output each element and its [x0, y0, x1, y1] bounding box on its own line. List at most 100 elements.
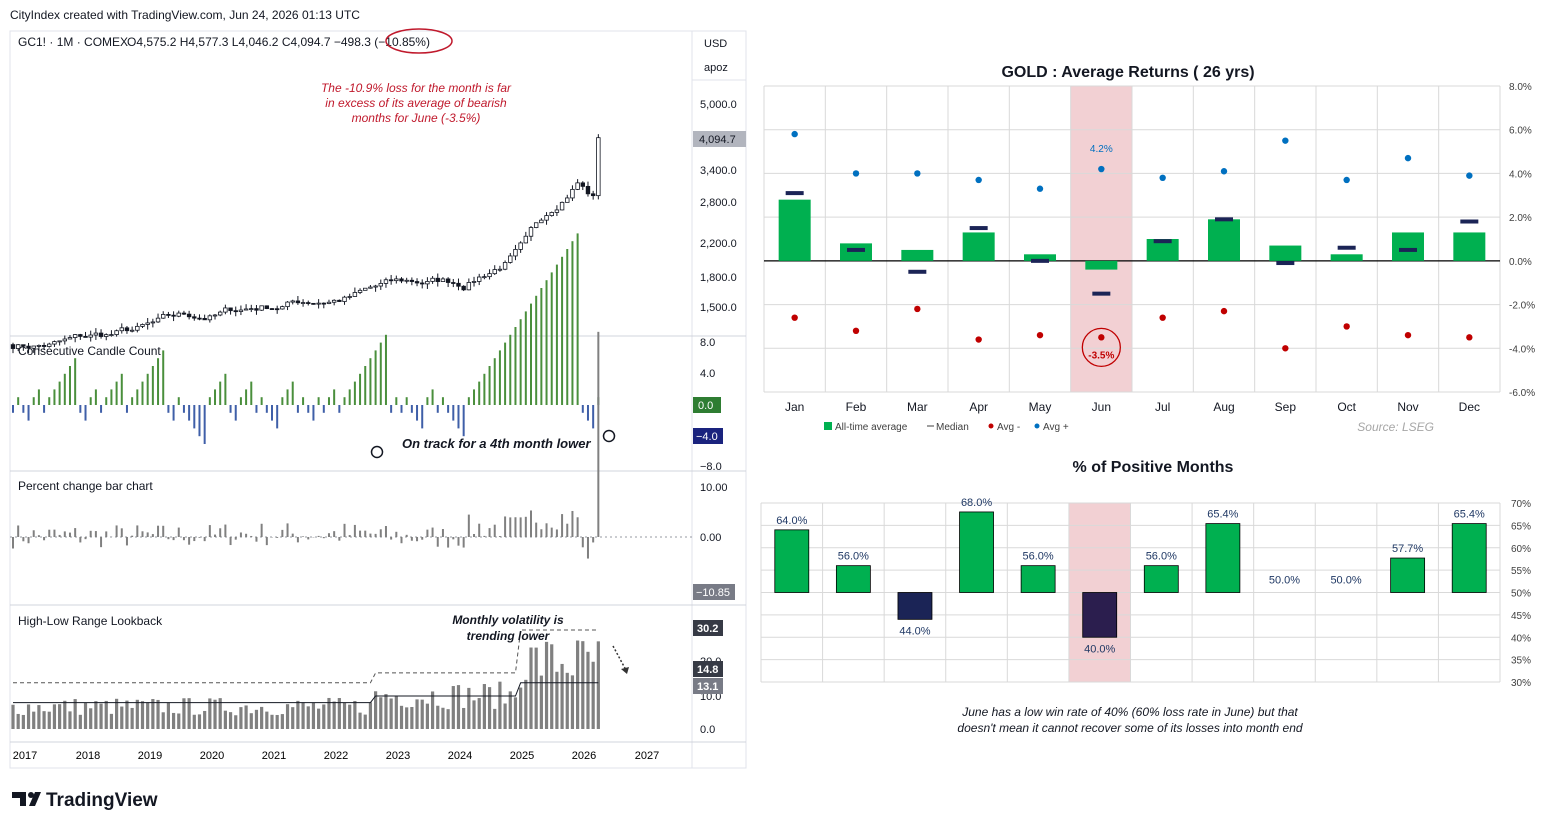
- count-bar: [581, 405, 584, 413]
- range-bar: [270, 714, 274, 729]
- count-bar: [224, 373, 227, 405]
- count-bar: [265, 405, 268, 413]
- pct-bar: [74, 528, 77, 537]
- average-bar: [778, 199, 811, 261]
- tradingview-canvas[interactable]: GC1! · 1M · COMEX O4,575.2 H4,577.3 L4,0…: [0, 0, 760, 829]
- positive-months-bar: [897, 592, 933, 620]
- count-bar: [504, 342, 507, 405]
- candle-body: [135, 325, 140, 331]
- average-bar: [1146, 239, 1179, 261]
- pct-bar: [172, 537, 175, 541]
- symbol-name[interactable]: GC1!: [18, 35, 46, 49]
- time-axis[interactable]: 2017 2018 2019 2020 2021 2022 2023 2024 …: [13, 750, 659, 762]
- median-marker: [1092, 291, 1111, 296]
- count-bar: [125, 405, 128, 413]
- pct-bar: [473, 533, 476, 537]
- candle-body: [368, 286, 373, 289]
- pct-bar: [131, 535, 134, 537]
- candle-body: [404, 279, 409, 282]
- count-bar: [473, 389, 476, 405]
- range-bar: [425, 703, 429, 729]
- price-axis[interactable]: 5,000.0 3,400.0 2,800.0 2,200.0 1,800.0 …: [693, 99, 746, 314]
- y-tick-label: 8.0%: [1509, 82, 1532, 93]
- average-bar: [962, 232, 995, 261]
- range-bar: [529, 647, 533, 729]
- month-label: Feb: [846, 400, 867, 414]
- y-tick-label: 60%: [1511, 544, 1531, 555]
- range-bar: [99, 703, 103, 729]
- avg-pos-dot: [1036, 185, 1044, 192]
- count-bar: [37, 389, 40, 405]
- count-bar: [68, 366, 71, 405]
- pct-bar: [125, 537, 128, 546]
- month-label: May: [1029, 400, 1052, 414]
- candle-body: [482, 276, 487, 279]
- currency-label[interactable]: USD: [704, 38, 727, 50]
- candle-body: [93, 332, 99, 336]
- range-bar: [472, 700, 476, 729]
- pct-bar: [524, 516, 527, 537]
- ohlc-high: H4,577.3: [180, 35, 229, 49]
- range-bar: [83, 703, 88, 729]
- candle-body: [259, 305, 264, 311]
- range-bar: [420, 699, 424, 729]
- count-bar: [281, 397, 284, 405]
- pct-bar: [296, 537, 299, 543]
- candle-body: [212, 314, 218, 317]
- count-axis-label: −8.0: [700, 461, 722, 473]
- range-bar: [156, 699, 160, 729]
- candle-body: [254, 308, 259, 311]
- pct-bar: [416, 537, 419, 542]
- positive-months-chart: % of Positive Months 70% 65% 60% 55% 50% 45% 4…: [760, 459, 1531, 735]
- y-tick-label: -4.0%: [1509, 344, 1535, 355]
- positive-months-bar: [1143, 565, 1179, 593]
- ohlc-change-pct: (−10.85%): [374, 35, 430, 49]
- candle-body: [223, 307, 228, 313]
- candle-body: [430, 277, 435, 282]
- count-bar: [348, 389, 351, 405]
- count-bar: [255, 405, 258, 413]
- candle-body: [217, 311, 223, 316]
- value-label: 68.0%: [961, 497, 992, 509]
- pct-bar: [17, 525, 20, 537]
- range-bar: [519, 687, 523, 729]
- pct-bar: [239, 532, 242, 537]
- range-bar: [596, 641, 600, 729]
- count-bar: [74, 358, 77, 405]
- count-bar: [110, 389, 113, 405]
- range-trend-arrow: [612, 645, 628, 673]
- median-marker: [785, 191, 804, 196]
- range-bar: [120, 706, 124, 729]
- y-tick-label: 2.0%: [1509, 213, 1532, 224]
- candle-body: [559, 201, 565, 211]
- range-bar: [52, 704, 57, 729]
- range-bar: [487, 687, 492, 729]
- candle-body: [26, 345, 31, 349]
- pct-bar: [291, 533, 294, 537]
- candle-body: [233, 310, 238, 313]
- symbol-interval[interactable]: 1M: [57, 35, 74, 49]
- count-bar: [566, 249, 569, 405]
- candle-body: [197, 317, 202, 320]
- positive-months-bar: [959, 511, 994, 593]
- pct-bar: [203, 537, 206, 542]
- pct-bar: [338, 537, 341, 541]
- median-marker: [1460, 219, 1479, 224]
- count-bar: [545, 280, 548, 405]
- count-bar: [488, 366, 491, 405]
- positive-months-bar: [774, 529, 810, 593]
- range-bar: [223, 710, 227, 729]
- footnote-line: June has a low win rate of 40% (60% loss…: [961, 705, 1298, 719]
- unit-label[interactable]: apoz: [704, 62, 728, 74]
- range-bar: [301, 702, 305, 729]
- count-bar: [384, 334, 387, 405]
- candle-body: [518, 242, 523, 250]
- candle-body: [425, 281, 430, 285]
- y-tick-label: 55%: [1511, 566, 1531, 577]
- range-bar: [73, 699, 77, 729]
- candle-body: [435, 277, 440, 282]
- avg-neg-dot: [914, 305, 921, 313]
- tradingview-logo[interactable]: TradingView: [12, 790, 158, 811]
- candle-body: [596, 137, 601, 197]
- average-returns-chart: GOLD : Average Returns ( 26 yrs) 8.0% 6.0…: [763, 64, 1535, 434]
